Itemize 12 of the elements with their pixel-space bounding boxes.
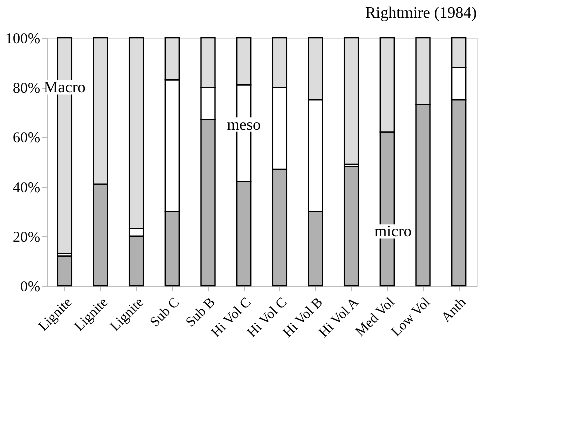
y-tick-label: 60% <box>13 130 40 147</box>
series-label: micro <box>374 224 412 241</box>
series-label: meso <box>227 116 261 134</box>
y-tick-label: 20% <box>13 230 40 246</box>
y-tick-label: 80% <box>13 81 40 98</box>
x-tick-label: Sub C <box>148 296 184 331</box>
chart-title: Rightmire (1984) <box>365 5 477 22</box>
y-tick-label: 100% <box>6 32 40 48</box>
y-tick-label: 40% <box>13 180 40 196</box>
x-tick-label: Anth <box>439 296 470 326</box>
series-label: Macro <box>44 80 86 97</box>
y-tick-label: 0% <box>20 280 40 296</box>
